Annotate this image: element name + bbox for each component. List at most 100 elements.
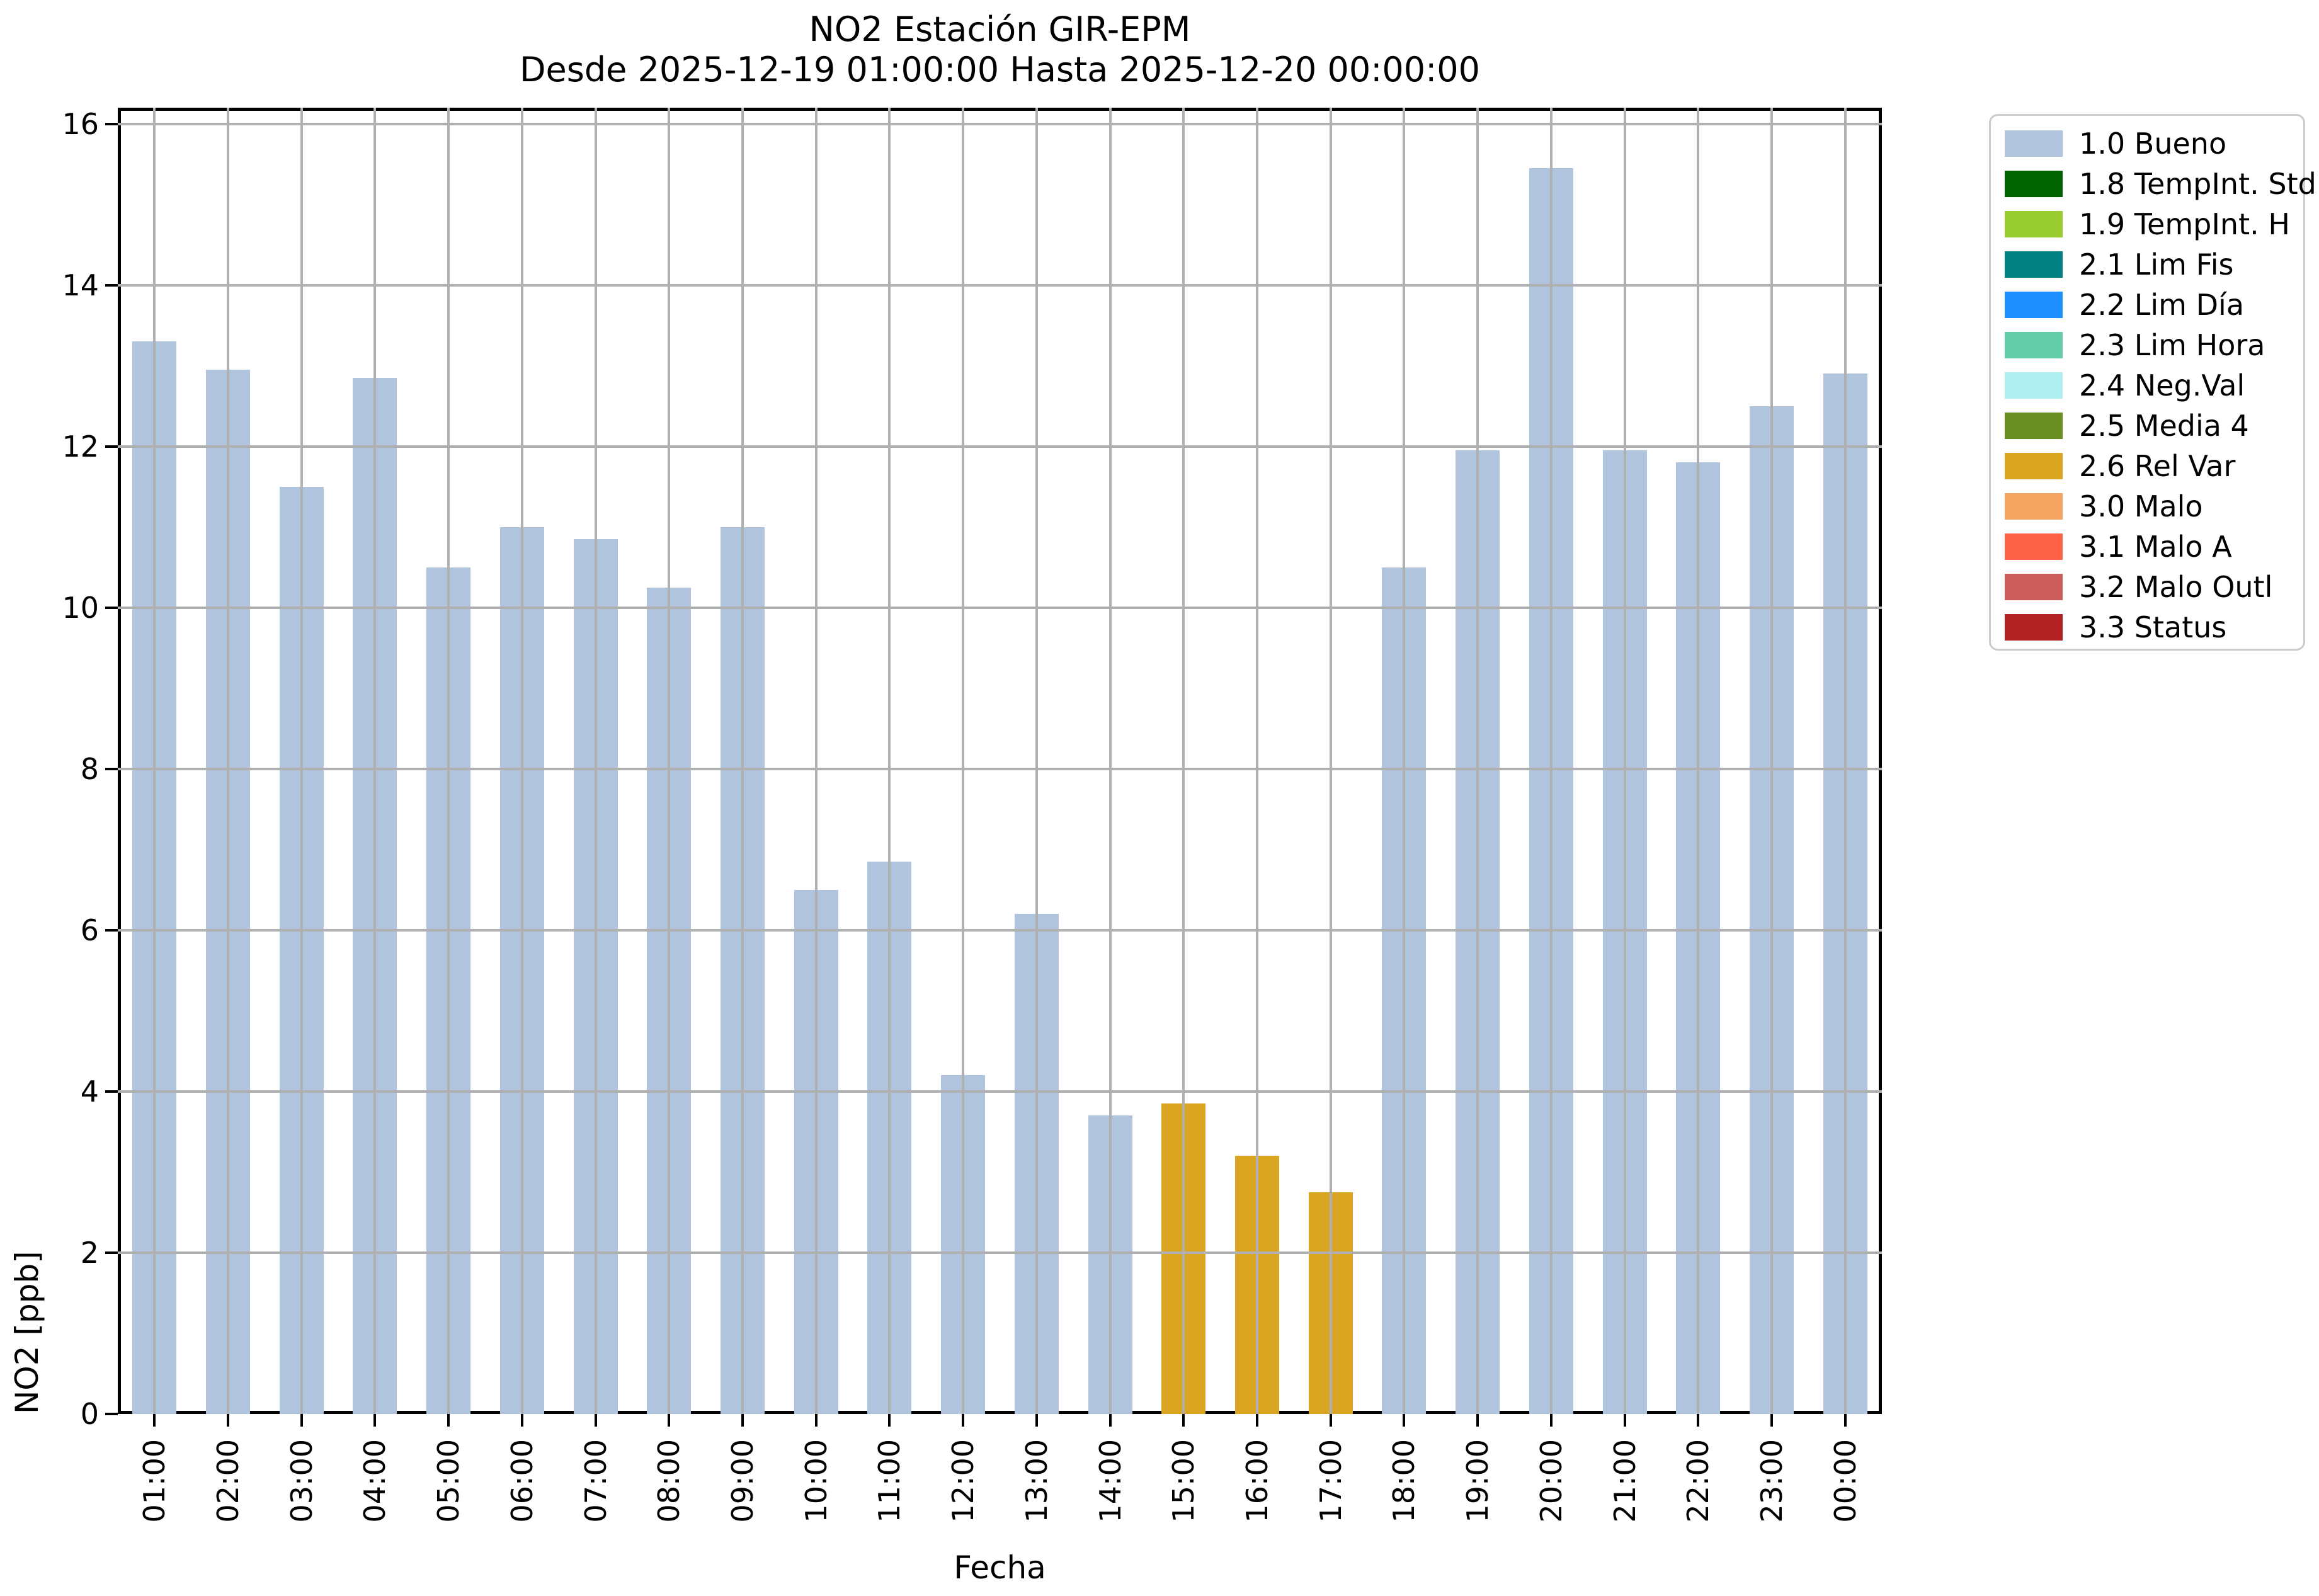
xtick-label-00:00: 00:00 — [1828, 1439, 1862, 1523]
legend-swatch-icon — [2005, 171, 2063, 197]
ytick-label-6: 6 — [80, 913, 99, 947]
xtick-05:00 — [447, 1414, 450, 1427]
ytick-label-10: 10 — [62, 590, 99, 625]
xtick-label-22:00: 22:00 — [1681, 1439, 1716, 1523]
xtick-label-21:00: 21:00 — [1607, 1439, 1642, 1523]
xtick-label-11:00: 11:00 — [872, 1439, 907, 1523]
ytick-label-12: 12 — [62, 429, 99, 464]
legend-label: 1.9 TempInt. H — [2079, 207, 2290, 241]
gridline-x-22:00 — [1697, 108, 1700, 1414]
ytick-label-14: 14 — [62, 268, 99, 302]
gridline-x-18:00 — [1403, 108, 1406, 1414]
gridline-x-11:00 — [888, 108, 891, 1414]
gridline-x-16:00 — [1255, 108, 1258, 1414]
legend: 1.0 Bueno 1.8 TempInt. Std 1.9 TempInt. H 2… — [1989, 114, 2316, 651]
ytick-label-8: 8 — [80, 751, 99, 786]
ytick-label-0: 0 — [80, 1397, 99, 1431]
gridline-x-23:00 — [1770, 108, 1773, 1414]
legend-item-1.8: 1.8 TempInt. Std — [1991, 164, 2316, 204]
xtick-23:00 — [1770, 1414, 1773, 1427]
xtick-00:00 — [1843, 1414, 1847, 1427]
gridline-x-13:00 — [1035, 108, 1038, 1414]
legend-label: 2.1 Lim Fis — [2079, 248, 2234, 282]
gridline-y-14 — [118, 283, 1882, 287]
legend-item-2.6: 2.6 Rel Var — [1991, 446, 2303, 486]
legend-swatch-icon — [2005, 292, 2063, 318]
xtick-label-03:00: 03:00 — [284, 1439, 319, 1523]
x-axis-label: Fecha — [954, 1549, 1046, 1586]
plot-area — [118, 108, 1882, 1414]
xtick-label-10:00: 10:00 — [799, 1439, 833, 1523]
ytick-0 — [105, 1413, 118, 1415]
xtick-13:00 — [1035, 1414, 1038, 1427]
gridline-x-19:00 — [1476, 108, 1479, 1414]
legend-label: 3.1 Malo A — [2079, 530, 2232, 564]
legend-item-3.0: 3.0 Malo — [1991, 486, 2303, 527]
gridline-x-20:00 — [1549, 108, 1553, 1414]
ytick-label-2: 2 — [80, 1235, 99, 1270]
ytick-16 — [105, 122, 118, 125]
gridline-x-08:00 — [668, 108, 671, 1414]
xtick-17:00 — [1329, 1414, 1332, 1427]
gridline-x-06:00 — [520, 108, 523, 1414]
gridline-y-8 — [118, 767, 1882, 770]
xtick-label-07:00: 07:00 — [578, 1439, 613, 1523]
xtick-07:00 — [594, 1414, 597, 1427]
legend-item-3.3: 3.3 Status — [1991, 607, 2303, 647]
xtick-12:00 — [962, 1414, 965, 1427]
legend-label: 2.2 Lim Día — [2079, 288, 2245, 322]
xtick-label-16:00: 16:00 — [1239, 1439, 1274, 1523]
xtick-20:00 — [1549, 1414, 1553, 1427]
legend-item-1.0: 1.0 Bueno — [1991, 123, 2303, 164]
gridline-y-4 — [118, 1090, 1882, 1093]
xtick-label-20:00: 20:00 — [1534, 1439, 1568, 1523]
gridline-x-02:00 — [227, 108, 230, 1414]
xtick-label-06:00: 06:00 — [504, 1439, 539, 1523]
legend-item-2.1: 2.1 Lim Fis — [1991, 244, 2303, 285]
gridline-x-00:00 — [1843, 108, 1847, 1414]
xtick-label-14:00: 14:00 — [1093, 1439, 1127, 1523]
gridline-x-01:00 — [153, 108, 156, 1414]
xtick-10:00 — [814, 1414, 818, 1427]
xtick-04:00 — [373, 1414, 377, 1427]
legend-swatch-icon — [2005, 130, 2063, 157]
xtick-16:00 — [1255, 1414, 1258, 1427]
xtick-label-17:00: 17:00 — [1313, 1439, 1348, 1523]
legend-item-3.2: 3.2 Malo Outl — [1991, 567, 2303, 607]
gridline-y-10 — [118, 606, 1882, 609]
xtick-18:00 — [1403, 1414, 1406, 1427]
xtick-label-15:00: 15:00 — [1166, 1439, 1201, 1523]
legend-swatch-icon — [2005, 211, 2063, 237]
ytick-label-16: 16 — [62, 106, 99, 141]
xtick-08:00 — [668, 1414, 671, 1427]
ytick-14 — [105, 283, 118, 287]
gridline-x-09:00 — [741, 108, 744, 1414]
gridline-x-14:00 — [1108, 108, 1112, 1414]
legend-swatch-icon — [2005, 413, 2063, 439]
ytick-12 — [105, 445, 118, 448]
legend-label: 3.0 Malo — [2079, 489, 2203, 523]
legend-swatch-icon — [2005, 372, 2063, 399]
gridline-x-05:00 — [447, 108, 450, 1414]
gridline-y-6 — [118, 928, 1882, 932]
xtick-label-02:00: 02:00 — [211, 1439, 246, 1523]
ytick-4 — [105, 1090, 118, 1093]
xtick-06:00 — [520, 1414, 523, 1427]
ytick-2 — [105, 1251, 118, 1254]
gridline-y-12 — [118, 445, 1882, 448]
xtick-22:00 — [1697, 1414, 1700, 1427]
gridline-x-15:00 — [1182, 108, 1185, 1414]
xtick-label-19:00: 19:00 — [1461, 1439, 1495, 1523]
legend-label: 2.6 Rel Var — [2079, 449, 2236, 483]
gridline-x-12:00 — [962, 108, 965, 1414]
xtick-label-12:00: 12:00 — [946, 1439, 981, 1523]
legend-swatch-icon — [2005, 614, 2063, 641]
gridline-x-03:00 — [300, 108, 303, 1414]
legend-label: 3.2 Malo Outl — [2079, 570, 2273, 604]
xtick-label-23:00: 23:00 — [1754, 1439, 1789, 1523]
legend-label: 3.3 Status — [2079, 610, 2227, 644]
legend-item-3.1: 3.1 Malo A — [1991, 527, 2303, 567]
xtick-label-08:00: 08:00 — [652, 1439, 687, 1523]
ytick-6 — [105, 928, 118, 932]
